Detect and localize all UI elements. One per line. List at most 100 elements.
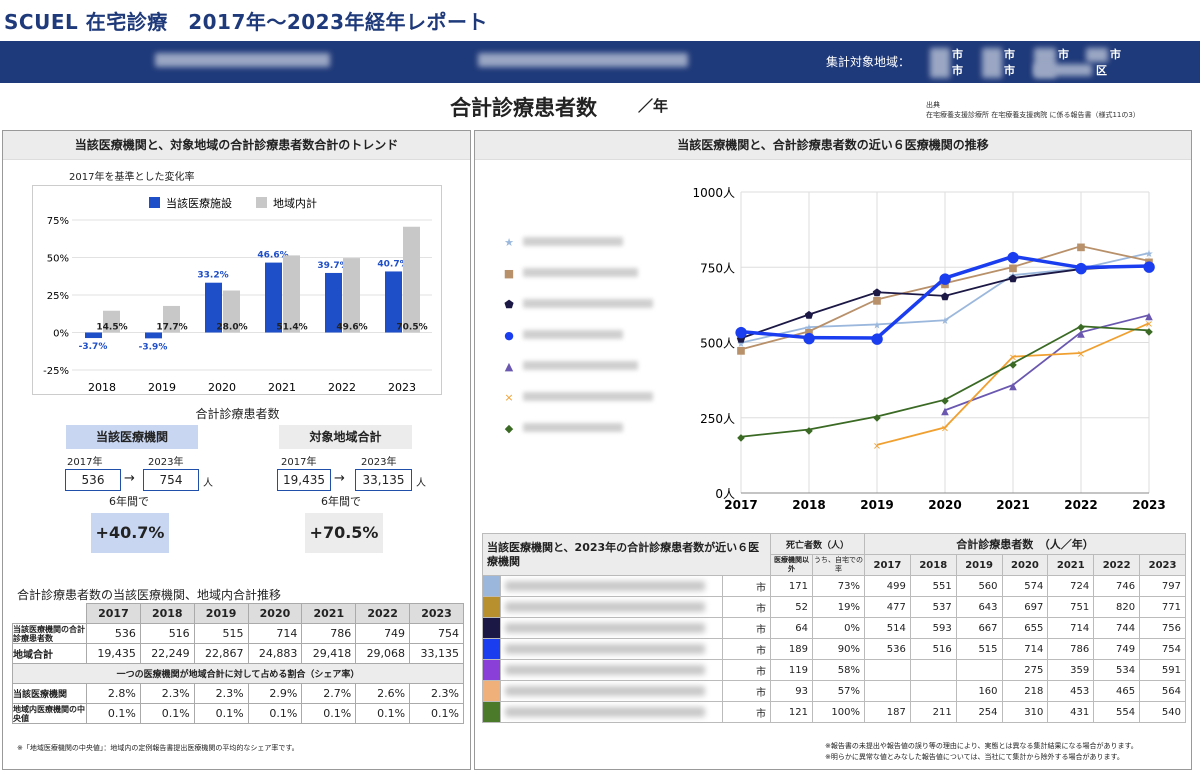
data-point: × xyxy=(941,423,949,434)
data-point: × xyxy=(873,441,881,452)
data-point: ◆ xyxy=(941,396,949,407)
series-color-swatch xyxy=(482,596,501,618)
legend-label-blurred xyxy=(523,299,653,308)
main-unit: ／年 xyxy=(638,97,669,115)
region-period: 6年間で xyxy=(321,495,361,508)
series-color-swatch xyxy=(482,680,501,702)
data-point: ■ xyxy=(736,345,745,356)
bar xyxy=(223,290,240,333)
region-value-end: 33,135 xyxy=(355,469,412,491)
table-row: 市 52 19% 477 537 643 697 751 820 771 xyxy=(482,596,1186,618)
table-row: 市 119 58% 275 359 534 591 xyxy=(482,659,1186,681)
table-row: 市 93 57% 160 218 453 465 564 xyxy=(482,680,1186,702)
series-color-swatch xyxy=(482,638,501,660)
legend-marker: ▲ xyxy=(505,360,514,373)
legend-marker: ● xyxy=(504,329,514,342)
x-tick-label: 2023 xyxy=(1132,498,1165,512)
x-tick-label: 2020 xyxy=(928,498,961,512)
table-row: 市 121 100% 187 211 254 310 431 554 540 xyxy=(482,701,1186,723)
data-label: 14.5% xyxy=(96,323,127,333)
data-point: ◆ xyxy=(873,413,881,424)
series-color-swatch xyxy=(482,575,501,597)
data-point: ⬟ xyxy=(1145,261,1154,272)
series-color-swatch xyxy=(482,701,501,723)
bar xyxy=(343,258,360,333)
bar xyxy=(103,310,120,333)
self-year-end: 2023年 xyxy=(148,457,184,468)
data-point: ★ xyxy=(941,316,950,327)
count-title: 合計診療患者数 xyxy=(195,407,280,421)
share-heading: 一つの医療機関が地域合計に対して占める割合（シェア率） xyxy=(12,663,464,684)
data-label: 49.6% xyxy=(336,323,367,333)
data-label: 51.4% xyxy=(276,323,307,333)
data-label: 46.6% xyxy=(257,251,288,261)
main-title: 合計診療患者数 xyxy=(450,96,597,120)
x-tick-label: 2021 xyxy=(268,381,296,394)
x-tick-label: 2023 xyxy=(388,381,416,394)
self-value-end: 754 xyxy=(143,469,199,491)
data-point: ★ xyxy=(737,339,746,350)
series-color-swatch xyxy=(482,659,501,681)
self-year-start: 2017年 xyxy=(67,457,103,468)
region-value-start: 19,435 xyxy=(277,469,331,491)
bar xyxy=(403,226,420,333)
self-value-start: 536 xyxy=(65,469,121,491)
report-title: SCUEL 在宅診療 2017年〜2023年経年レポート xyxy=(4,10,489,34)
x-tick-label: 2018 xyxy=(792,498,825,512)
x-tick-label: 2019 xyxy=(860,498,893,512)
y-tick-label: 500人 xyxy=(700,337,735,351)
series-color-swatch xyxy=(482,617,501,639)
header-bar xyxy=(0,41,1200,83)
y-tick-label: -25% xyxy=(43,366,69,377)
data-point: × xyxy=(1009,353,1017,364)
legend-label-blurred xyxy=(523,392,653,401)
y-tick-label: 250人 xyxy=(700,412,735,426)
bar xyxy=(325,272,342,333)
line-chart-legend: ★ ■ ⬟ ● ▲ × ◆ xyxy=(504,236,653,435)
region-total-label: 対象地域合計 xyxy=(279,425,412,449)
data-point: ● xyxy=(734,323,747,341)
data-point: ⬟ xyxy=(873,288,882,299)
y-tick-label: 50% xyxy=(47,254,69,265)
data-point: ● xyxy=(1142,257,1155,275)
region-change: +70.5% xyxy=(305,513,383,553)
source-label: 出典 xyxy=(926,101,940,109)
data-point: ● xyxy=(1006,247,1019,265)
data-point: ⬟ xyxy=(941,292,950,303)
y-tick-label: 0人 xyxy=(715,487,735,501)
series-line xyxy=(740,325,1150,438)
legend-label-blurred xyxy=(523,361,638,370)
x-tick-label: 2017 xyxy=(724,498,757,512)
arrow-icon: → xyxy=(124,471,135,486)
data-point: ⬟ xyxy=(737,334,746,345)
region-unit: 人 xyxy=(416,478,426,489)
data-point: ● xyxy=(802,329,815,347)
legend-swatch xyxy=(149,197,160,208)
table-row: 市 189 90% 536 516 515 714 786 749 754 xyxy=(482,638,1186,660)
legend-label-blurred xyxy=(523,268,638,277)
legend-label-blurred xyxy=(523,237,623,246)
right-panel-heading: 当該医療機関と、合計診療患者数の近い６医療機関の推移 xyxy=(475,131,1191,160)
series-line xyxy=(876,322,1150,446)
data-point: ● xyxy=(870,329,883,347)
data-point: ▲ xyxy=(1077,328,1085,339)
table-row: 市 64 0% 514 593 667 655 714 744 756 xyxy=(482,617,1186,639)
data-label: 33.2% xyxy=(197,271,228,281)
data-label: 39.7% xyxy=(317,261,348,271)
left-panel: 当該医療機関と、対象地域の合計診療患者数合計のトレンド 2017年を基準とした変… xyxy=(2,130,471,770)
bar xyxy=(385,271,402,333)
data-point: ★ xyxy=(1145,249,1154,260)
data-point: × xyxy=(1077,349,1085,360)
data-point: ◆ xyxy=(1009,359,1017,370)
bar xyxy=(145,332,162,339)
table-row: 当該医療機関の合計診療患者数 536 516 515 714 786 749 754 xyxy=(12,623,464,644)
series-line xyxy=(944,314,1150,412)
table-row: 地域内医療機関の中央値 0.1% 0.1% 0.1% 0.1% 0.1% 0.1% 0.1% xyxy=(12,703,464,724)
data-point: ◆ xyxy=(737,433,745,444)
x-tick-label: 2022 xyxy=(328,381,356,394)
right-panel: 当該医療機関と、合計診療患者数の近い６医療機関の推移 ★ ■ ⬟ ● ▲ × ◆ 1000人… xyxy=(474,130,1192,770)
bar-chart-legend: 当該医療施設 地域内計 xyxy=(149,196,317,210)
neighbor-table: 当該医療機関と、2023年の合計診療患者数が近い６医療機関 死亡者数（人） 合計… xyxy=(482,533,1186,723)
self-period: 6年間で xyxy=(109,495,149,508)
